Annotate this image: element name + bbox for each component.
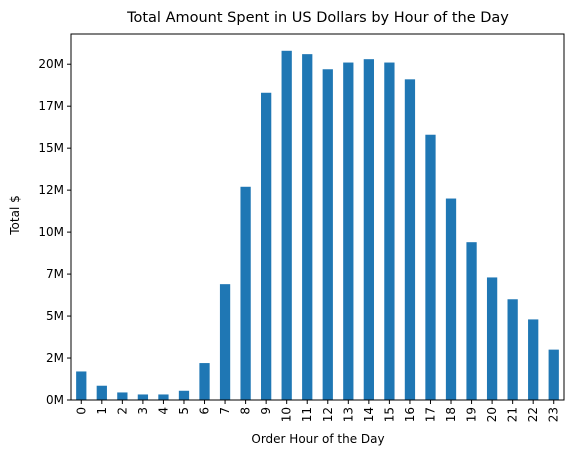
x-tick-label: 0: [74, 407, 88, 415]
x-tick-label: 19: [465, 407, 479, 422]
x-tick-label: 8: [239, 407, 253, 415]
y-tick-label: 7M: [46, 267, 64, 281]
bar-hour-18: [445, 198, 457, 400]
x-tick-label: 15: [382, 407, 396, 422]
x-tick-label: 20: [485, 407, 499, 422]
bar-hour-4: [158, 394, 169, 400]
bar-hour-15: [384, 62, 395, 400]
chart-title: Total Amount Spent in US Dollars by Hour…: [126, 10, 509, 26]
y-tick-label: 2M: [46, 351, 64, 365]
y-axis-title: Total $: [8, 195, 22, 235]
bar-hour-12: [322, 69, 333, 400]
y-axis: 0M 2M 5M 7M 10M 12M 15M 17M 20M: [38, 57, 71, 407]
bar-hour-13: [343, 62, 354, 400]
bars-group: [76, 50, 559, 401]
y-tick-label: 5M: [46, 309, 64, 323]
y-tick-label: 17M: [38, 99, 64, 113]
bar-hour-0: [76, 371, 87, 400]
bar-hour-19: [466, 242, 477, 400]
x-tick-label: 11: [300, 407, 314, 422]
y-tick-label: 20M: [38, 57, 64, 71]
x-tick-label: 1: [95, 407, 109, 415]
x-axis: 0 1 2 3 4 5 6 7 8 9 10 11 12 13 14 15 16 17 18 19 20 21 22 23: [74, 400, 561, 422]
bar-hour-17: [425, 134, 436, 400]
bar-hour-8: [240, 186, 251, 400]
x-tick-label: 4: [156, 407, 170, 415]
x-tick-label: 3: [136, 407, 150, 415]
bar-hour-5: [178, 390, 190, 400]
x-axis-title: Order Hour of the Day: [251, 432, 384, 446]
x-tick-label: 7: [218, 407, 232, 415]
bar-hour-20: [486, 277, 498, 400]
y-tick-label: 10M: [38, 225, 64, 239]
bar-hour-6: [199, 363, 210, 400]
x-tick-label: 5: [177, 407, 191, 415]
x-tick-label: 21: [506, 407, 520, 422]
bar-hour-22: [528, 319, 539, 400]
x-tick-label: 10: [280, 407, 294, 422]
bar-hour-16: [404, 79, 416, 401]
bar-hour-7: [219, 284, 231, 400]
bar-hour-9: [261, 92, 272, 400]
y-tick-label: 12M: [38, 183, 64, 197]
x-tick-label: 16: [403, 407, 417, 422]
x-tick-label: 13: [341, 407, 355, 422]
plot-frame: [70, 33, 565, 401]
x-tick-label: 18: [444, 407, 458, 422]
bar-hour-11: [302, 54, 313, 400]
bar-hour-23: [548, 349, 559, 400]
x-tick-label: 22: [526, 407, 540, 422]
bar-hour-3: [137, 394, 149, 400]
bar-hour-2: [117, 392, 128, 400]
x-tick-label: 17: [423, 407, 437, 422]
x-tick-label: 9: [259, 407, 273, 415]
bar-hour-21: [507, 299, 518, 400]
bar-hour-10: [281, 50, 292, 400]
bar-hour-1: [96, 385, 107, 400]
y-tick-label: 0M: [46, 393, 64, 407]
bar-hour-14: [363, 59, 374, 401]
x-tick-label: 23: [547, 407, 561, 422]
x-tick-label: 6: [198, 407, 212, 415]
x-tick-label: 14: [362, 407, 376, 422]
y-tick-label: 15M: [38, 141, 64, 155]
x-tick-label: 2: [115, 407, 129, 415]
x-tick-label: 12: [321, 407, 335, 422]
